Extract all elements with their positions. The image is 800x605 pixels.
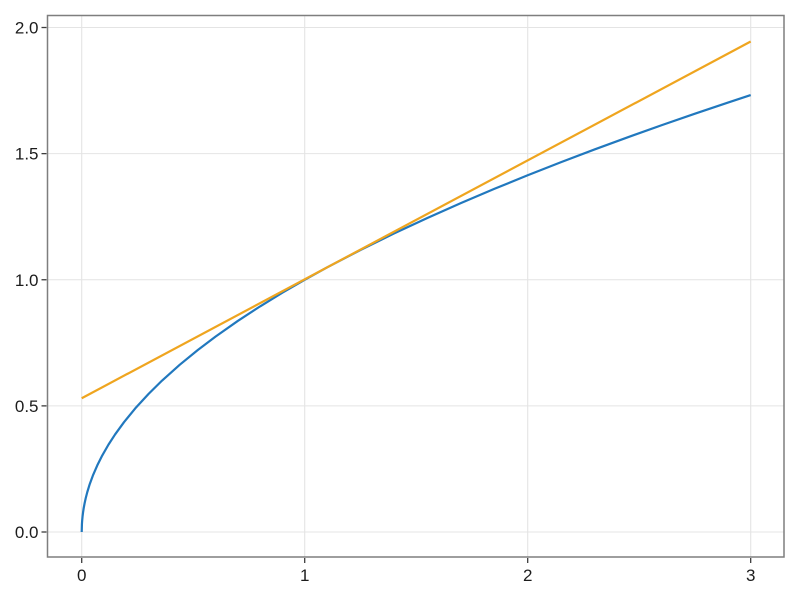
x-tick-label: 1 [300,566,309,585]
x-tick-label: 2 [523,566,532,585]
y-tick-label: 1.5 [15,145,39,164]
y-tick-label: 2.0 [15,19,39,38]
axis-frame [46,14,785,558]
x-tick-label: 3 [746,566,755,585]
series-tangent-line [81,40,752,400]
series-sqrt-curve [80,94,752,533]
y-tick-label: 0.0 [15,523,39,542]
y-tick-label: 0.5 [15,397,39,416]
x-tick-label: 0 [77,566,86,585]
y-tick-label: 1.0 [15,271,39,290]
